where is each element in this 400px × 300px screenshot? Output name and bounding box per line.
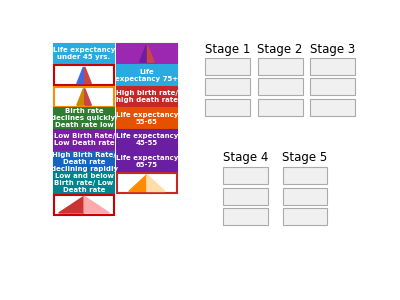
FancyBboxPatch shape bbox=[117, 152, 177, 172]
FancyBboxPatch shape bbox=[54, 87, 114, 107]
FancyBboxPatch shape bbox=[54, 152, 114, 172]
Polygon shape bbox=[77, 88, 84, 105]
Polygon shape bbox=[140, 45, 146, 62]
Polygon shape bbox=[147, 175, 165, 191]
FancyBboxPatch shape bbox=[117, 108, 177, 128]
FancyBboxPatch shape bbox=[54, 130, 114, 150]
FancyBboxPatch shape bbox=[117, 173, 177, 193]
FancyBboxPatch shape bbox=[205, 78, 250, 95]
FancyBboxPatch shape bbox=[205, 58, 250, 74]
FancyBboxPatch shape bbox=[223, 208, 268, 225]
FancyBboxPatch shape bbox=[117, 65, 177, 85]
FancyBboxPatch shape bbox=[205, 99, 250, 116]
FancyBboxPatch shape bbox=[310, 78, 355, 95]
FancyBboxPatch shape bbox=[258, 99, 303, 116]
FancyBboxPatch shape bbox=[310, 99, 355, 116]
FancyBboxPatch shape bbox=[223, 188, 268, 205]
FancyBboxPatch shape bbox=[223, 167, 268, 184]
FancyBboxPatch shape bbox=[310, 58, 355, 74]
FancyBboxPatch shape bbox=[282, 208, 328, 225]
FancyBboxPatch shape bbox=[54, 173, 114, 193]
Text: Stage 5: Stage 5 bbox=[282, 151, 328, 164]
Text: Birth rate
declines quickly/
Death rate low: Birth rate declines quickly/ Death rate … bbox=[51, 108, 118, 128]
FancyBboxPatch shape bbox=[54, 65, 114, 85]
FancyBboxPatch shape bbox=[282, 167, 328, 184]
Text: Life expectancy
45-55: Life expectancy 45-55 bbox=[116, 134, 178, 146]
Polygon shape bbox=[148, 45, 154, 62]
FancyBboxPatch shape bbox=[117, 87, 177, 107]
FancyBboxPatch shape bbox=[117, 130, 177, 150]
Text: Life
expectancy 75+: Life expectancy 75+ bbox=[115, 69, 178, 82]
FancyBboxPatch shape bbox=[282, 188, 328, 205]
Text: Life expectancy
55-65: Life expectancy 55-65 bbox=[116, 112, 178, 125]
Text: Low and below
Birth rate/ Low
Death rate: Low and below Birth rate/ Low Death rate bbox=[54, 173, 114, 193]
Text: Low Birth Rate/
Low Death rate: Low Birth Rate/ Low Death rate bbox=[54, 134, 115, 146]
Polygon shape bbox=[77, 67, 84, 84]
Polygon shape bbox=[129, 175, 147, 191]
Text: Stage 2: Stage 2 bbox=[258, 44, 303, 56]
FancyBboxPatch shape bbox=[54, 108, 114, 128]
Text: Stage 3: Stage 3 bbox=[310, 44, 356, 56]
Polygon shape bbox=[59, 196, 84, 213]
FancyBboxPatch shape bbox=[54, 44, 114, 64]
Text: High birth rate/
high death rate: High birth rate/ high death rate bbox=[116, 90, 178, 103]
Polygon shape bbox=[84, 196, 110, 213]
Polygon shape bbox=[85, 88, 91, 105]
Text: Stage 1: Stage 1 bbox=[205, 44, 250, 56]
FancyBboxPatch shape bbox=[258, 78, 303, 95]
Text: Life expectancy
under 45 yrs.: Life expectancy under 45 yrs. bbox=[53, 47, 115, 60]
Text: High Birth Rate/
Death rate
declining rapidly: High Birth Rate/ Death rate declining ra… bbox=[50, 152, 118, 172]
Polygon shape bbox=[85, 67, 91, 84]
Text: Stage 4: Stage 4 bbox=[223, 151, 268, 164]
FancyBboxPatch shape bbox=[258, 58, 303, 74]
FancyBboxPatch shape bbox=[117, 44, 177, 64]
Text: Life expectancy
65-75: Life expectancy 65-75 bbox=[116, 155, 178, 168]
FancyBboxPatch shape bbox=[54, 195, 114, 214]
